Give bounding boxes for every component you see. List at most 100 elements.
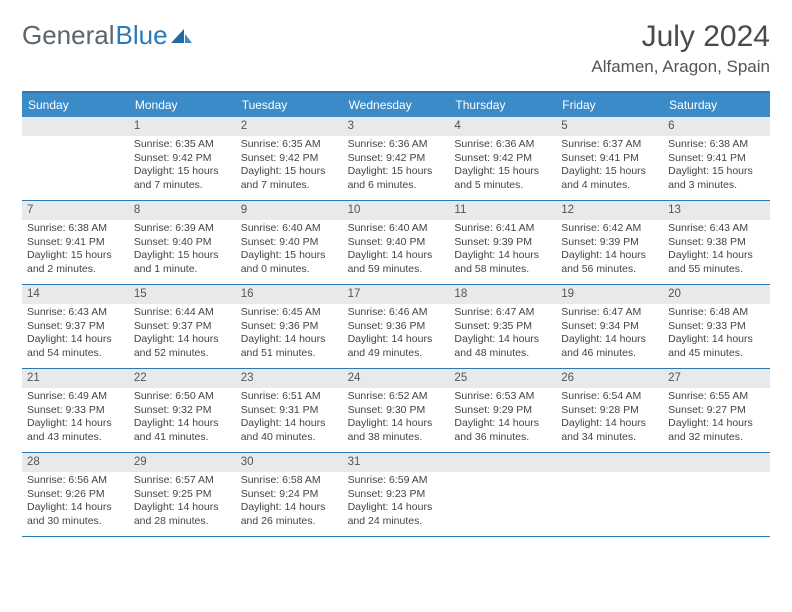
- calendar-cell: [663, 453, 770, 537]
- day-content: Sunrise: 6:58 AMSunset: 9:24 PMDaylight:…: [236, 472, 343, 534]
- day-number: 21: [22, 369, 129, 388]
- day-number: [556, 453, 663, 472]
- day-line: Sunset: 9:30 PM: [348, 404, 445, 418]
- day-content: Sunrise: 6:43 AMSunset: 9:37 PMDaylight:…: [22, 304, 129, 366]
- day-line: Daylight: 14 hours and 38 minutes.: [348, 417, 445, 444]
- day-number: 11: [449, 201, 556, 220]
- day-number: 8: [129, 201, 236, 220]
- day-content: Sunrise: 6:36 AMSunset: 9:42 PMDaylight:…: [449, 136, 556, 198]
- calendar-cell: 24Sunrise: 6:52 AMSunset: 9:30 PMDayligh…: [343, 369, 450, 453]
- day-content: Sunrise: 6:51 AMSunset: 9:31 PMDaylight:…: [236, 388, 343, 450]
- day-line: Daylight: 14 hours and 54 minutes.: [27, 333, 124, 360]
- day-line: Daylight: 14 hours and 48 minutes.: [454, 333, 551, 360]
- day-line: Daylight: 14 hours and 41 minutes.: [134, 417, 231, 444]
- day-number: 24: [343, 369, 450, 388]
- day-line: Sunrise: 6:35 AM: [134, 138, 231, 152]
- day-line: Daylight: 15 hours and 6 minutes.: [348, 165, 445, 192]
- day-line: Sunrise: 6:58 AM: [241, 474, 338, 488]
- day-content: Sunrise: 6:35 AMSunset: 9:42 PMDaylight:…: [129, 136, 236, 198]
- logo-text-2: Blue: [116, 20, 168, 51]
- day-number: 5: [556, 117, 663, 136]
- calendar-cell: 3Sunrise: 6:36 AMSunset: 9:42 PMDaylight…: [343, 117, 450, 201]
- day-line: Daylight: 15 hours and 1 minute.: [134, 249, 231, 276]
- day-content: Sunrise: 6:41 AMSunset: 9:39 PMDaylight:…: [449, 220, 556, 282]
- day-line: Sunset: 9:36 PM: [241, 320, 338, 334]
- day-number: 4: [449, 117, 556, 136]
- day-line: Sunrise: 6:47 AM: [454, 306, 551, 320]
- day-line: Sunrise: 6:39 AM: [134, 222, 231, 236]
- day-content: Sunrise: 6:42 AMSunset: 9:39 PMDaylight:…: [556, 220, 663, 282]
- calendar-cell: 25Sunrise: 6:53 AMSunset: 9:29 PMDayligh…: [449, 369, 556, 453]
- day-line: Daylight: 15 hours and 3 minutes.: [668, 165, 765, 192]
- day-line: Daylight: 14 hours and 32 minutes.: [668, 417, 765, 444]
- day-number: 7: [22, 201, 129, 220]
- calendar-cell: [449, 453, 556, 537]
- calendar-cell: 18Sunrise: 6:47 AMSunset: 9:35 PMDayligh…: [449, 285, 556, 369]
- day-line: Sunrise: 6:46 AM: [348, 306, 445, 320]
- day-number: 22: [129, 369, 236, 388]
- day-content: Sunrise: 6:48 AMSunset: 9:33 PMDaylight:…: [663, 304, 770, 366]
- day-number: 2: [236, 117, 343, 136]
- day-number: 16: [236, 285, 343, 304]
- calendar-cell: 21Sunrise: 6:49 AMSunset: 9:33 PMDayligh…: [22, 369, 129, 453]
- day-number: 30: [236, 453, 343, 472]
- day-content: Sunrise: 6:40 AMSunset: 9:40 PMDaylight:…: [236, 220, 343, 282]
- day-content: Sunrise: 6:47 AMSunset: 9:34 PMDaylight:…: [556, 304, 663, 366]
- day-line: Sunset: 9:33 PM: [668, 320, 765, 334]
- day-line: Sunset: 9:33 PM: [27, 404, 124, 418]
- day-number: 1: [129, 117, 236, 136]
- day-number: 3: [343, 117, 450, 136]
- day-number: 19: [556, 285, 663, 304]
- calendar-cell: 2Sunrise: 6:35 AMSunset: 9:42 PMDaylight…: [236, 117, 343, 201]
- day-line: Sunrise: 6:40 AM: [241, 222, 338, 236]
- day-line: Daylight: 14 hours and 40 minutes.: [241, 417, 338, 444]
- day-line: Sunset: 9:28 PM: [561, 404, 658, 418]
- day-line: Daylight: 14 hours and 30 minutes.: [27, 501, 124, 528]
- calendar-cell: [556, 453, 663, 537]
- day-line: Sunset: 9:32 PM: [134, 404, 231, 418]
- day-line: Sunrise: 6:57 AM: [134, 474, 231, 488]
- day-content: Sunrise: 6:37 AMSunset: 9:41 PMDaylight:…: [556, 136, 663, 198]
- day-line: Sunrise: 6:45 AM: [241, 306, 338, 320]
- day-line: Daylight: 14 hours and 26 minutes.: [241, 501, 338, 528]
- day-content: [663, 472, 770, 479]
- calendar-cell: 28Sunrise: 6:56 AMSunset: 9:26 PMDayligh…: [22, 453, 129, 537]
- logo-text-1: General: [22, 20, 115, 51]
- day-number: [22, 117, 129, 136]
- day-line: Daylight: 15 hours and 5 minutes.: [454, 165, 551, 192]
- calendar-cell: 11Sunrise: 6:41 AMSunset: 9:39 PMDayligh…: [449, 201, 556, 285]
- calendar-cell: 5Sunrise: 6:37 AMSunset: 9:41 PMDaylight…: [556, 117, 663, 201]
- day-line: Sunset: 9:40 PM: [348, 236, 445, 250]
- day-line: Daylight: 14 hours and 52 minutes.: [134, 333, 231, 360]
- day-number: 29: [129, 453, 236, 472]
- day-line: Daylight: 14 hours and 36 minutes.: [454, 417, 551, 444]
- calendar-cell: 12Sunrise: 6:42 AMSunset: 9:39 PMDayligh…: [556, 201, 663, 285]
- day-line: Sunrise: 6:43 AM: [668, 222, 765, 236]
- calendar-grid: SundayMondayTuesdayWednesdayThursdayFrid…: [22, 91, 770, 537]
- day-line: Sunset: 9:42 PM: [348, 152, 445, 166]
- calendar-cell: 6Sunrise: 6:38 AMSunset: 9:41 PMDaylight…: [663, 117, 770, 201]
- day-line: Daylight: 15 hours and 0 minutes.: [241, 249, 338, 276]
- day-content: Sunrise: 6:57 AMSunset: 9:25 PMDaylight:…: [129, 472, 236, 534]
- day-line: Daylight: 14 hours and 49 minutes.: [348, 333, 445, 360]
- day-content: Sunrise: 6:55 AMSunset: 9:27 PMDaylight:…: [663, 388, 770, 450]
- calendar-cell: [22, 117, 129, 201]
- day-line: Sunset: 9:41 PM: [27, 236, 124, 250]
- day-line: Sunrise: 6:51 AM: [241, 390, 338, 404]
- day-line: Sunset: 9:24 PM: [241, 488, 338, 502]
- day-line: Sunrise: 6:48 AM: [668, 306, 765, 320]
- day-line: Daylight: 14 hours and 58 minutes.: [454, 249, 551, 276]
- day-number: 17: [343, 285, 450, 304]
- day-line: Sunset: 9:25 PM: [134, 488, 231, 502]
- day-line: Sunset: 9:39 PM: [561, 236, 658, 250]
- calendar-cell: 8Sunrise: 6:39 AMSunset: 9:40 PMDaylight…: [129, 201, 236, 285]
- day-content: Sunrise: 6:38 AMSunset: 9:41 PMDaylight:…: [22, 220, 129, 282]
- day-line: Sunrise: 6:43 AM: [27, 306, 124, 320]
- day-number: 15: [129, 285, 236, 304]
- day-content: Sunrise: 6:59 AMSunset: 9:23 PMDaylight:…: [343, 472, 450, 534]
- weekday-header: Saturday: [663, 93, 770, 117]
- calendar-cell: 29Sunrise: 6:57 AMSunset: 9:25 PMDayligh…: [129, 453, 236, 537]
- calendar-cell: 23Sunrise: 6:51 AMSunset: 9:31 PMDayligh…: [236, 369, 343, 453]
- weekday-header: Monday: [129, 93, 236, 117]
- day-content: Sunrise: 6:45 AMSunset: 9:36 PMDaylight:…: [236, 304, 343, 366]
